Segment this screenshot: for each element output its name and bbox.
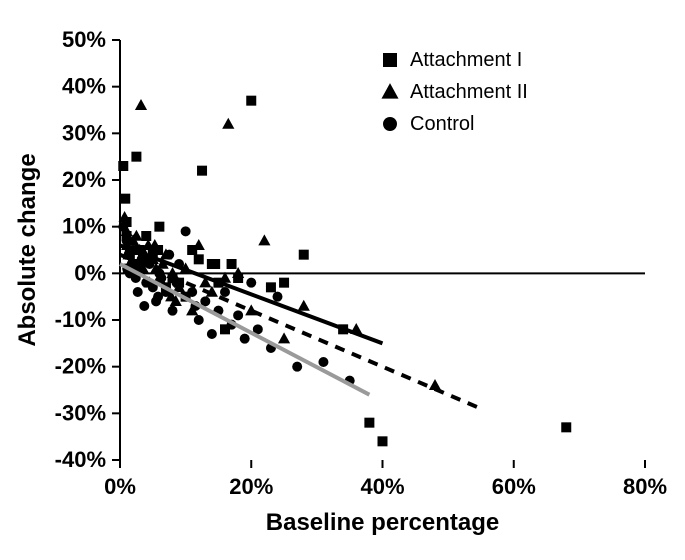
point-square: [131, 152, 141, 162]
point-square: [120, 194, 130, 204]
y-tick-label: -40%: [55, 447, 106, 472]
point-square: [561, 422, 571, 432]
legend-marker-circle: [383, 117, 397, 131]
point-circle: [233, 310, 243, 320]
point-circle: [139, 301, 149, 311]
point-circle: [240, 334, 250, 344]
point-circle: [118, 222, 128, 232]
y-tick-label: -30%: [55, 400, 106, 425]
x-tick-label: 60%: [492, 474, 536, 499]
y-tick-label: 0%: [74, 260, 106, 285]
x-tick-label: 40%: [360, 474, 404, 499]
point-square: [364, 418, 374, 428]
point-circle: [220, 287, 230, 297]
point-square: [154, 222, 164, 232]
y-tick-label: 40%: [62, 74, 106, 99]
point-circle: [133, 287, 143, 297]
legend-label: Attachment II: [410, 81, 528, 103]
chart-svg: 0% 20% 40% 60% 80% -40% -30% -20% -10% 0% 10% 20% 30…: [0, 0, 685, 560]
point-square: [299, 250, 309, 260]
point-square: [246, 96, 256, 106]
point-square: [118, 161, 128, 171]
point-square: [378, 436, 388, 446]
point-circle: [318, 357, 328, 367]
scatter-chart: 0% 20% 40% 60% 80% -40% -30% -20% -10% 0% 10% 20% 30…: [0, 0, 685, 560]
point-circle: [122, 236, 132, 246]
point-circle: [187, 287, 197, 297]
x-tick-label: 0%: [104, 474, 136, 499]
legend-marker-square: [383, 53, 397, 67]
x-tick-label: 80%: [623, 474, 667, 499]
point-square: [210, 259, 220, 269]
point-circle: [156, 273, 166, 283]
point-square: [197, 166, 207, 176]
point-square: [266, 282, 276, 292]
point-circle: [194, 315, 204, 325]
legend-label: Control: [410, 113, 474, 135]
point-circle: [292, 362, 302, 372]
y-tick-label: 30%: [62, 120, 106, 145]
point-square: [279, 278, 289, 288]
point-square: [227, 259, 237, 269]
y-tick-label: 20%: [62, 167, 106, 192]
y-tick-label: 10%: [62, 214, 106, 239]
point-circle: [246, 278, 256, 288]
x-axis-label: Baseline percentage: [266, 509, 499, 536]
y-tick-label: -20%: [55, 354, 106, 379]
point-square: [194, 254, 204, 264]
point-square: [141, 231, 151, 241]
point-circle: [164, 250, 174, 260]
y-tick-label: 50%: [62, 27, 106, 52]
point-circle: [207, 329, 217, 339]
legend-label: Attachment I: [410, 49, 522, 71]
y-axis-label: Absolute change: [14, 153, 41, 346]
x-tick-label: 20%: [229, 474, 273, 499]
y-tick-label: -10%: [55, 307, 106, 332]
point-circle: [168, 306, 178, 316]
point-circle: [273, 292, 283, 302]
point-circle: [181, 226, 191, 236]
